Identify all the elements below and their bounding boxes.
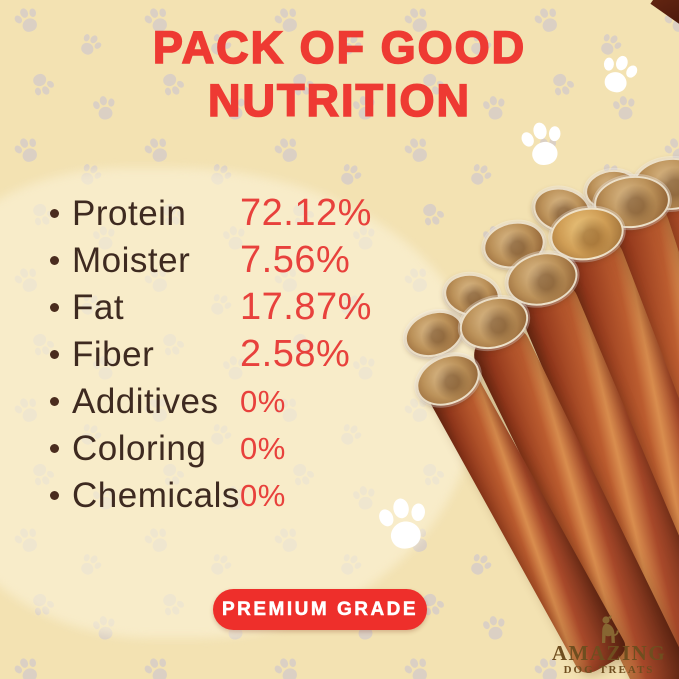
nutrient-value: 0% — [240, 477, 286, 513]
nutrient-label: Fat — [72, 287, 125, 327]
white-paw-icon — [374, 494, 433, 553]
brand-name: AMAZING — [551, 640, 667, 665]
nutrition-list: Protein 72.12% Moister 7.56% Fat 17.87% … — [46, 190, 372, 519]
nutrient-label: Chemicals — [72, 475, 240, 515]
brand-tagline: DOG TREATS — [563, 663, 655, 676]
list-item: Protein 72.12% — [46, 190, 372, 237]
nutrient-label: Protein — [72, 193, 187, 233]
bullet-icon — [46, 397, 72, 406]
bullet-icon — [46, 256, 72, 265]
bullet-icon — [46, 350, 72, 359]
nutrient-value: 7.56% — [240, 239, 351, 281]
list-item: Coloring 0% — [46, 425, 372, 472]
title-line2: NUTRITION — [207, 74, 471, 127]
nutrient-value: 0% — [240, 383, 286, 419]
list-item: Chemicals 0% — [46, 472, 372, 519]
brand-logo: AMAZING DOG TREATS — [547, 615, 671, 677]
list-item: Fat 17.87% — [46, 284, 372, 331]
bullet-icon — [46, 303, 72, 312]
sitting-dog-icon — [602, 615, 619, 643]
bullet-icon — [46, 491, 72, 500]
premium-grade-badge: PREMIUM GRADE — [213, 589, 427, 630]
nutrient-label: Additives — [72, 381, 219, 421]
title-line1: PACK OF GOOD — [152, 21, 527, 74]
nutrient-label: Moister — [72, 240, 191, 280]
bullet-icon — [46, 444, 72, 453]
bullet-icon — [46, 209, 72, 218]
page-title: PACK OF GOOD NUTRITION — [0, 21, 679, 127]
nutrient-value: 2.58% — [240, 333, 351, 375]
nutrient-label: Fiber — [72, 334, 155, 374]
nutrient-value: 0% — [240, 430, 286, 466]
list-item: Moister 7.56% — [46, 237, 372, 284]
list-item: Additives 0% — [46, 378, 372, 425]
nutrient-value: 17.87% — [240, 286, 372, 328]
highlight-blob — [0, 168, 480, 638]
nutrient-label: Coloring — [72, 428, 207, 468]
list-item: Fiber 2.58% — [46, 331, 372, 378]
nutrient-value: 72.12% — [240, 192, 372, 234]
